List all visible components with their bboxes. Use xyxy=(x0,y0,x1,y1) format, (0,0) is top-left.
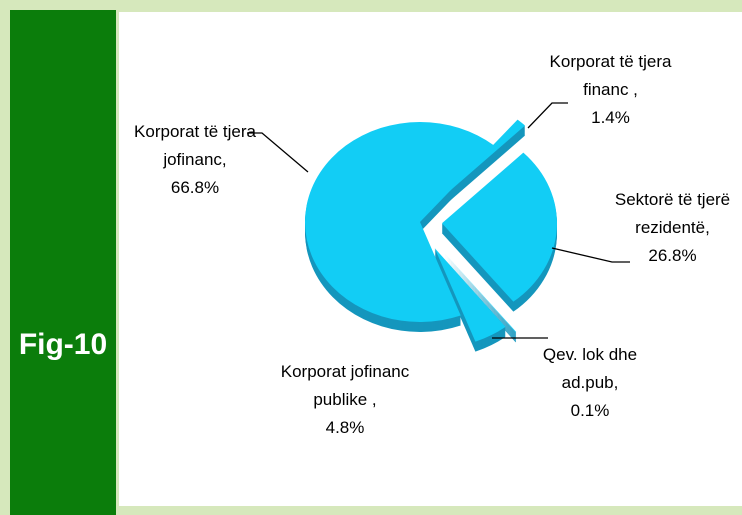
value-label: 26.8% xyxy=(648,246,697,265)
slice-label: Korporat të tjera financ , 1.4% xyxy=(548,48,673,132)
slice xyxy=(444,253,517,333)
value-label: 1.4% xyxy=(591,108,630,127)
slice-label: Sektorë të tjerë rezidentë, 26.8% xyxy=(610,186,735,270)
category-label: Korporat të tjera financ , xyxy=(549,52,672,99)
slice-side-layer xyxy=(444,254,517,334)
slice xyxy=(305,121,494,323)
category-label: Sektorë të tjerë rezidentë, xyxy=(614,190,731,237)
slice-side-layer xyxy=(444,259,517,339)
sidebar: Fig-10 xyxy=(10,10,116,515)
leader-line xyxy=(551,247,630,263)
category-label: Korporat të tjera jofinanc, xyxy=(134,122,256,169)
slice-label: Korporat të tjera jofinanc, 66.8% xyxy=(130,118,260,202)
value-label: 0.1% xyxy=(570,401,610,420)
figure-label: Fig-10 xyxy=(18,328,108,361)
leader-line xyxy=(527,102,568,129)
value-label: 66.8% xyxy=(170,178,220,197)
category-label: Korporat jofinanc publike , xyxy=(280,362,410,409)
slice-side-layer xyxy=(444,257,517,337)
category-label: Qev. lok dhe ad.pub, xyxy=(542,345,638,392)
slice xyxy=(434,248,506,342)
slice-label: Qev. lok dhe ad.pub, 0.1% xyxy=(530,341,650,425)
slice-side-layer xyxy=(444,258,517,338)
value-label: 4.8% xyxy=(325,418,365,437)
slice-side-layer xyxy=(444,256,517,336)
slice-label: Korporat jofinanc publike , 4.8% xyxy=(280,358,410,442)
leader-line xyxy=(247,132,309,173)
slice xyxy=(443,119,526,197)
slice-side-layer xyxy=(444,255,517,335)
slice xyxy=(441,152,557,302)
